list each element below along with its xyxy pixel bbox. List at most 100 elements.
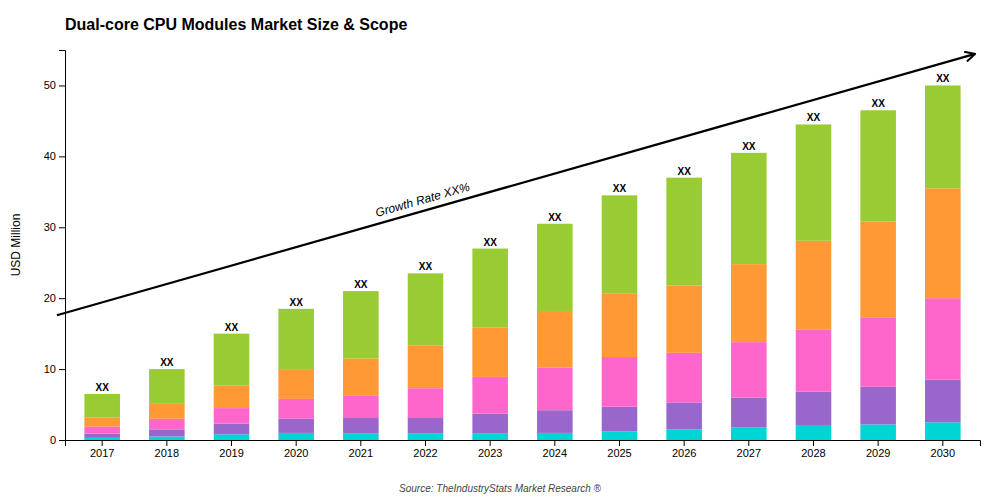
x-tick-label: 2023	[478, 447, 502, 459]
y-tick: 30	[44, 221, 65, 233]
bar-segment	[925, 380, 961, 423]
y-tick: 10	[44, 363, 65, 375]
bar-segment	[602, 357, 638, 407]
y-tick: 40	[44, 150, 65, 162]
bar-annotation: XX	[871, 98, 885, 109]
bar-annotation: XX	[225, 322, 239, 333]
bar-segment	[537, 410, 573, 433]
bar-segment	[278, 309, 314, 369]
bar-segment	[149, 436, 185, 440]
x-tick: 2022	[413, 440, 437, 459]
bar-segment	[343, 395, 379, 418]
bar-segment	[796, 426, 832, 440]
bar-segment	[343, 434, 379, 440]
x-tick: 2029	[866, 440, 890, 459]
bar-annotation: XX	[936, 73, 950, 84]
bar-segment	[472, 249, 508, 328]
bar-segment	[925, 298, 961, 380]
bar-segment	[731, 264, 767, 342]
y-tick: 0	[50, 434, 65, 446]
y-tick-mark	[59, 156, 65, 157]
bar-annotation: XX	[807, 112, 821, 123]
bar-segment	[214, 424, 250, 435]
bar-segment	[860, 110, 896, 221]
bar-segment	[860, 317, 896, 386]
bar-segment	[214, 385, 250, 408]
y-tick-label: 40	[44, 150, 56, 162]
x-tick-label: 2028	[801, 447, 825, 459]
bar-segment	[472, 377, 508, 414]
x-tick-mark	[684, 440, 685, 446]
bar-annotation: XX	[419, 261, 433, 272]
bar-segment	[602, 407, 638, 432]
annotations: XXXXXXXXXXXXXXXXXXXXXXXXXXXXGrowth Rate …	[57, 54, 975, 393]
x-tick-mark	[942, 440, 943, 446]
bar-segment	[537, 368, 573, 411]
y-tick-label: 10	[44, 363, 56, 375]
y-axis-label: USD Million	[9, 214, 23, 277]
bar-segment	[602, 293, 638, 357]
bar-segment	[84, 427, 120, 434]
plot-area: 2017201820192020202120222023202420252026…	[44, 51, 981, 459]
bar-segment	[666, 353, 702, 403]
x-tick: 2026	[672, 440, 696, 459]
growth-label: Growth Rate XX%	[374, 180, 472, 220]
bar-segment	[214, 334, 250, 386]
bar-annotation: XX	[548, 212, 562, 223]
x-tick-label: 2020	[284, 447, 308, 459]
bar-segment	[343, 358, 379, 395]
bar-segment	[149, 403, 185, 419]
bar-segment	[408, 418, 444, 434]
bar-segment	[796, 329, 832, 391]
bar-series	[84, 85, 960, 417]
bar-segment	[278, 369, 314, 399]
x-tick-mark	[166, 440, 167, 446]
chart-container: 2017201820192020202120222023202420252026…	[0, 0, 1000, 500]
bar-segment	[666, 285, 702, 352]
bar-segment	[408, 434, 444, 440]
y-tick-mark	[59, 85, 65, 86]
x-tick: 2017	[90, 440, 114, 459]
y-tick-mark	[59, 369, 65, 370]
y-tick-mark	[59, 298, 65, 299]
x-tick: 2021	[349, 440, 373, 459]
growth-arrow	[57, 54, 975, 315]
bar-segment	[84, 417, 120, 426]
x-tick: 2023	[478, 440, 502, 459]
bar-segment	[472, 414, 508, 434]
bar-segment	[925, 422, 961, 440]
bar-segment	[472, 327, 508, 377]
bar-segment	[731, 427, 767, 440]
bar-segment	[796, 392, 832, 426]
x-tick-mark	[231, 440, 232, 446]
y-tick-label: 30	[44, 221, 56, 233]
x-tick-label: 2021	[349, 447, 373, 459]
bar-segment	[278, 419, 314, 433]
y-tick-mark	[59, 227, 65, 228]
bar-segment	[666, 402, 702, 429]
y-axis-line	[59, 51, 66, 441]
y-tick-mark	[59, 440, 65, 441]
bars	[84, 85, 960, 440]
x-tick-mark	[425, 440, 426, 446]
bar-segment	[149, 429, 185, 436]
bar-segment	[149, 419, 185, 430]
bar-segment	[408, 273, 444, 345]
bar-segment	[537, 224, 573, 311]
bar-segment	[214, 408, 250, 424]
bar-segment	[343, 418, 379, 434]
bar-annotation: XX	[742, 141, 756, 152]
bar-segment	[860, 387, 896, 425]
x-tick-label: 2018	[155, 447, 179, 459]
x-tick-mark	[296, 440, 297, 446]
x-tick-label: 2029	[866, 447, 890, 459]
bar-segment	[537, 311, 573, 368]
bar-segment	[408, 346, 444, 389]
bar-annotation: XX	[483, 237, 497, 248]
bar-segment	[84, 394, 120, 417]
bar-segment	[860, 424, 896, 440]
bar-annotation: XX	[677, 166, 691, 177]
x-tick-label: 2026	[672, 447, 696, 459]
bar-segment	[602, 195, 638, 293]
bar-segment	[925, 85, 961, 188]
